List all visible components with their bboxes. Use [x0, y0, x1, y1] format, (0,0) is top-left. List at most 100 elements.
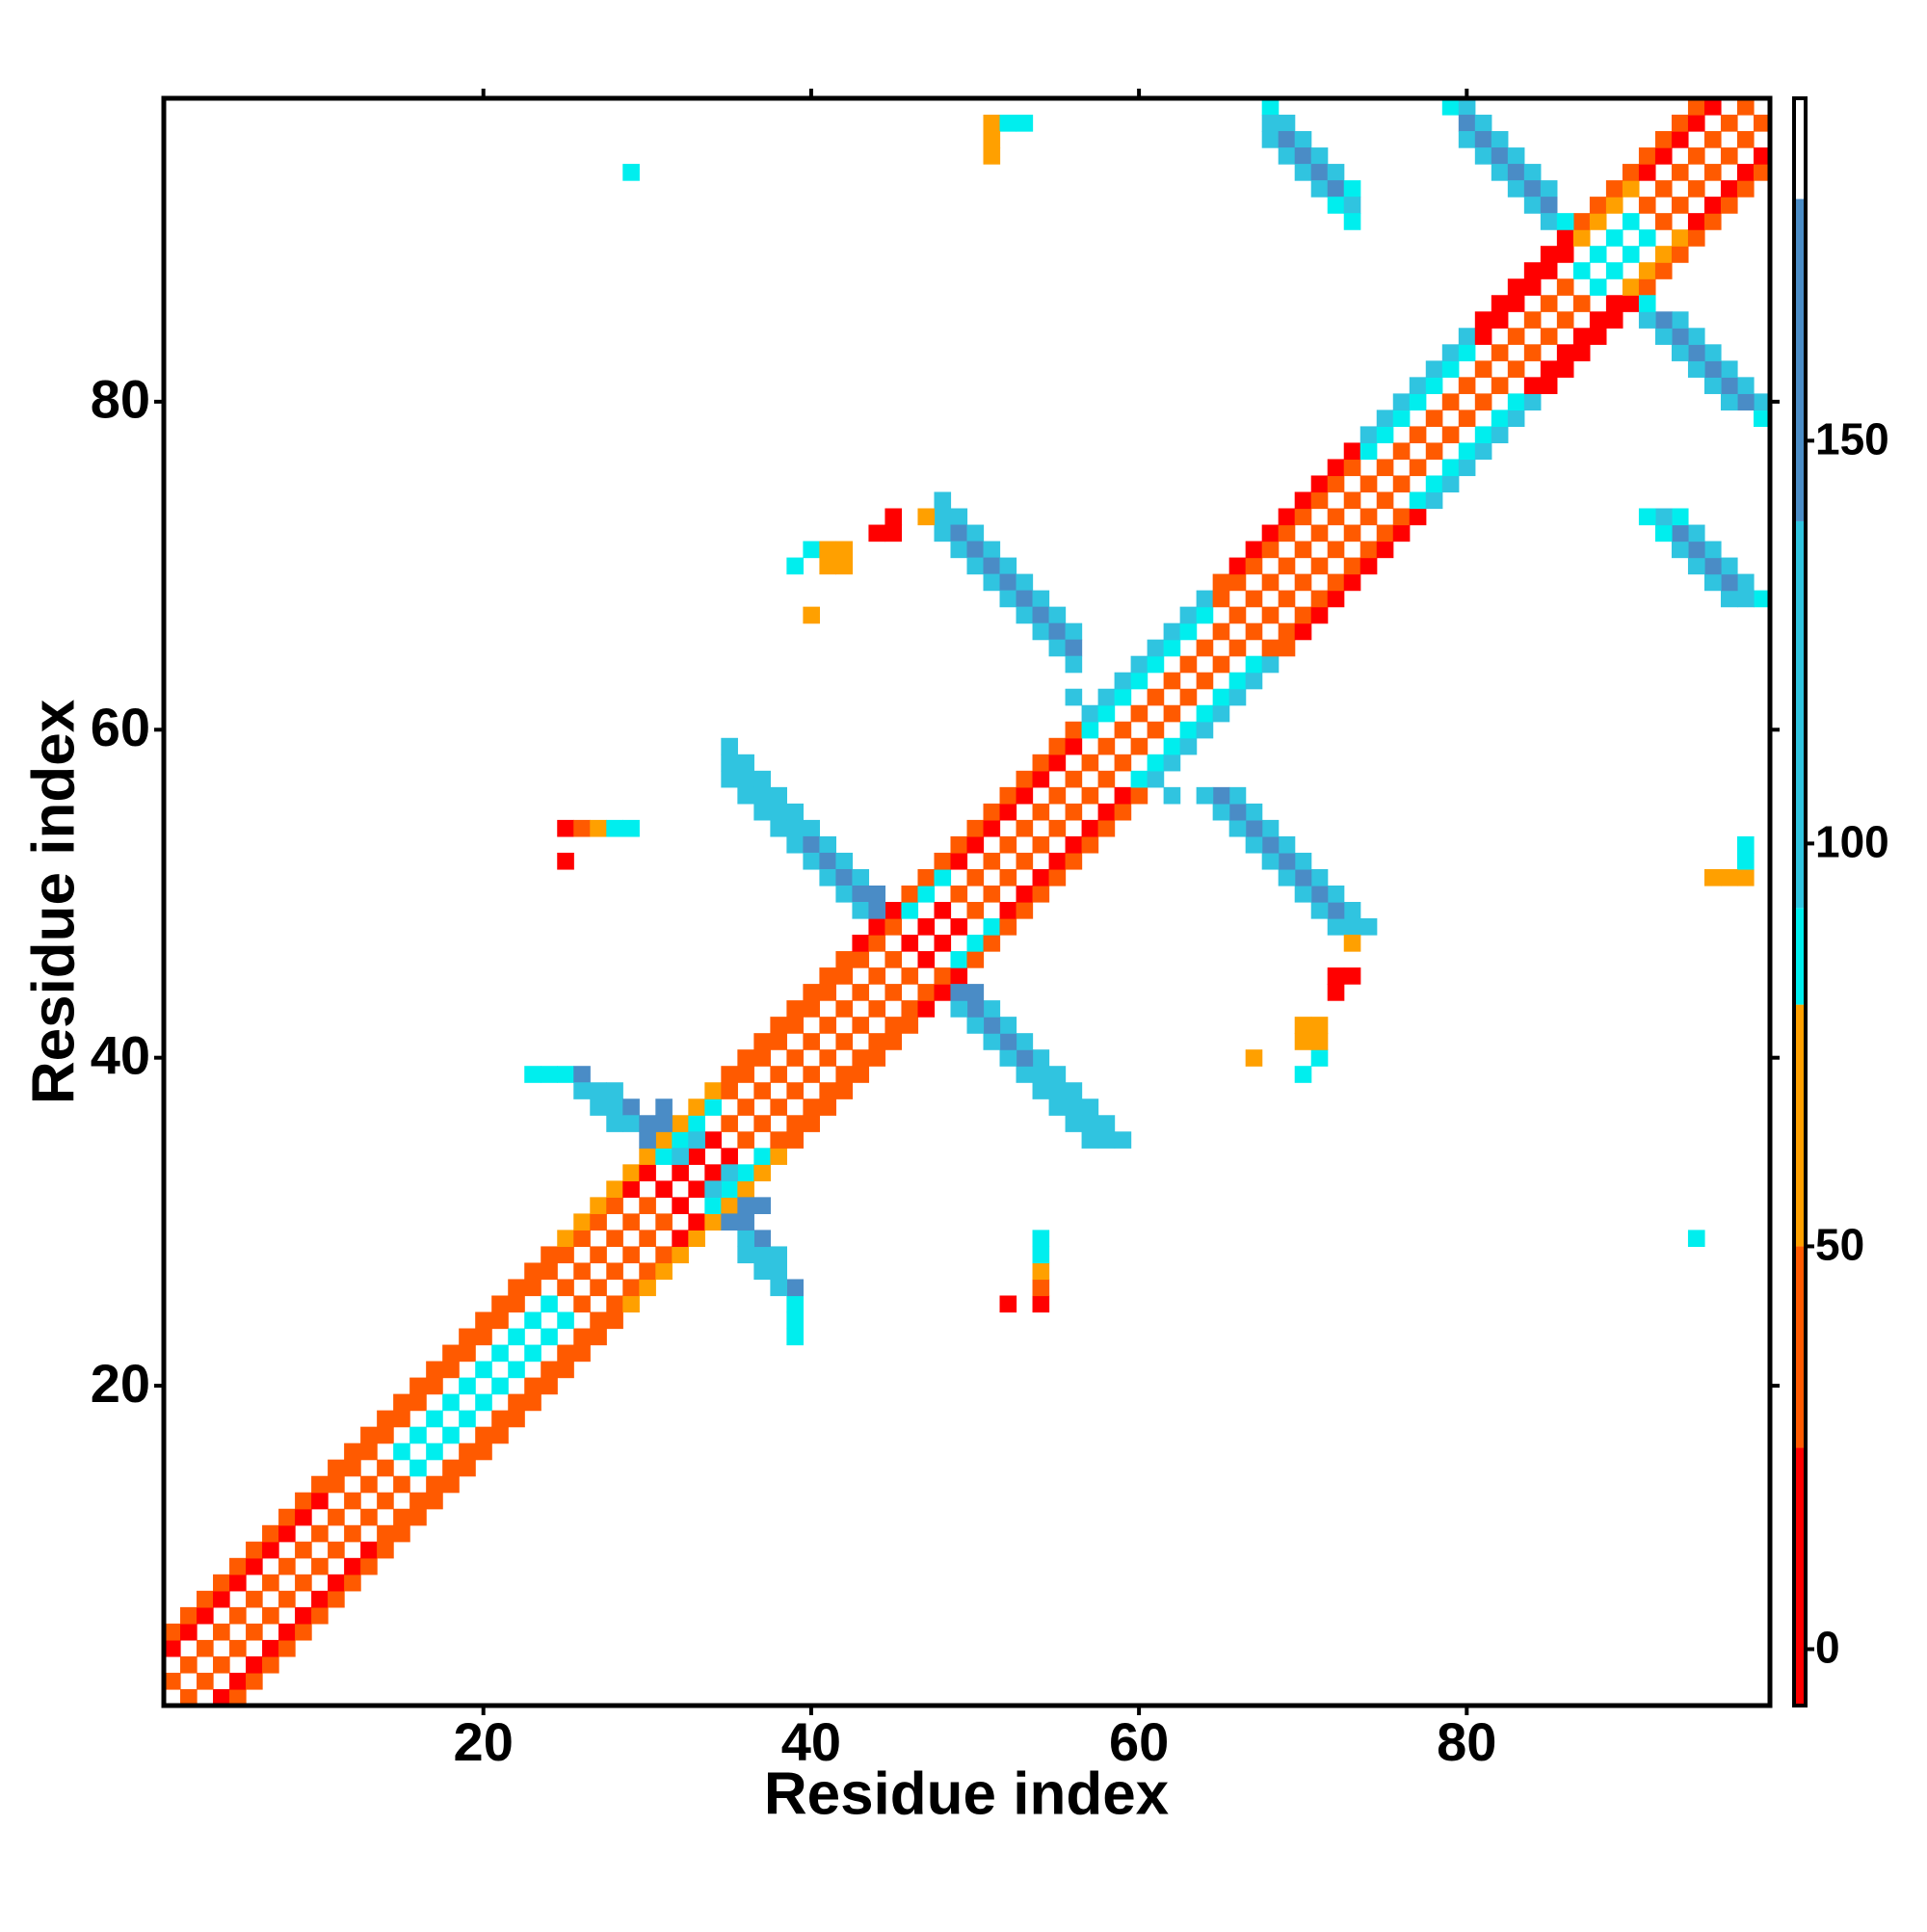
- heatmap-cell: [1147, 770, 1165, 788]
- heatmap-cell: [409, 1459, 427, 1477]
- heatmap-cell: [1327, 475, 1345, 493]
- heatmap-cell: [1359, 475, 1378, 493]
- heatmap-cell: [573, 1066, 591, 1083]
- heatmap-cell: [737, 1213, 754, 1231]
- heatmap-cell: [786, 1295, 804, 1313]
- heatmap-cell: [1622, 246, 1640, 263]
- heatmap-cell: [1540, 360, 1558, 378]
- heatmap-cell: [1654, 180, 1673, 198]
- heatmap-cell: [1556, 246, 1574, 263]
- heatmap-cell: [1147, 754, 1165, 772]
- heatmap-cell: [1065, 639, 1083, 657]
- heatmap-cell: [524, 1311, 541, 1330]
- heatmap-cell: [1753, 115, 1771, 132]
- heatmap-cell: [1687, 115, 1705, 132]
- heatmap-cell: [1343, 557, 1361, 575]
- heatmap-cell: [1245, 803, 1263, 821]
- heatmap-cell: [737, 1098, 754, 1116]
- heatmap-cell: [573, 1328, 591, 1346]
- heatmap-cell: [819, 835, 837, 854]
- heatmap-cell: [1474, 393, 1492, 410]
- heatmap-cell: [1491, 164, 1509, 181]
- heatmap-cell: [1753, 147, 1771, 165]
- heatmap-cell: [966, 557, 985, 575]
- heatmap-cell: [1687, 524, 1705, 543]
- heatmap-cell: [1540, 295, 1558, 312]
- heatmap-cell: [770, 1279, 787, 1297]
- heatmap-cell: [950, 524, 968, 543]
- heatmap-cell: [803, 1098, 821, 1116]
- heatmap-cell: [688, 1180, 705, 1198]
- heatmap-cell: [1654, 328, 1673, 345]
- heatmap-cell: [1343, 459, 1361, 477]
- heatmap-cell: [557, 1230, 574, 1248]
- heatmap-cell: [1310, 475, 1329, 493]
- heatmap-cell: [786, 557, 804, 575]
- heatmap-cell: [377, 1410, 394, 1428]
- heatmap-cell: [704, 1197, 722, 1214]
- heatmap-cell: [950, 508, 968, 526]
- heatmap-cell: [508, 1361, 525, 1379]
- heatmap-cell: [999, 868, 1017, 887]
- heatmap-cell: [1196, 704, 1214, 723]
- heatmap-cell: [1212, 688, 1230, 706]
- heatmap-cell: [1540, 180, 1558, 198]
- heatmap-cell: [672, 1115, 689, 1132]
- heatmap-cell: [1065, 803, 1083, 821]
- heatmap-cell: [1261, 524, 1280, 543]
- heatmap-cell: [442, 1344, 460, 1363]
- heatmap-cell: [377, 1459, 394, 1477]
- heatmap-cell: [1736, 573, 1755, 592]
- heatmap-cell: [1048, 1082, 1067, 1099]
- heatmap-cell: [1212, 803, 1230, 821]
- heatmap-cell: [1343, 918, 1361, 936]
- heatmap-cell: [1179, 606, 1198, 624]
- heatmap-cell: [1294, 147, 1312, 165]
- heatmap-cell: [426, 1492, 443, 1510]
- heatmap-cell: [950, 835, 968, 854]
- heatmap-cell: [721, 1164, 738, 1181]
- heatmap-cell: [1687, 98, 1705, 116]
- heatmap-cell: [508, 1295, 525, 1313]
- heatmap-cell: [1441, 459, 1460, 477]
- heatmap-cell: [803, 835, 821, 854]
- heatmap-cell: [1196, 786, 1214, 805]
- heatmap-cell: [1622, 164, 1640, 181]
- heatmap-cell: [1425, 475, 1443, 493]
- heatmap-cell: [278, 1508, 296, 1526]
- heatmap-cell: [1491, 311, 1509, 329]
- heatmap-cell: [1392, 508, 1411, 526]
- heatmap-cell: [1441, 426, 1460, 444]
- heatmap-cell: [1622, 295, 1640, 312]
- heatmap-cell: [1556, 360, 1574, 378]
- heatmap-cell: [1294, 885, 1312, 903]
- heatmap-cell: [950, 885, 968, 903]
- heatmap-cell: [1720, 557, 1738, 575]
- heatmap-cell: [1720, 360, 1738, 378]
- heatmap-cell: [1081, 1115, 1099, 1132]
- heatmap-cell: [1212, 573, 1230, 592]
- heatmap-cell: [737, 1230, 754, 1248]
- heatmap-cell: [819, 967, 837, 985]
- heatmap-cell: [1310, 491, 1329, 510]
- heatmap-cell: [999, 1033, 1017, 1050]
- heatmap-cell: [868, 1033, 886, 1050]
- heatmap-cell: [1703, 164, 1722, 181]
- heatmap-cell: [1753, 164, 1771, 181]
- heatmap-cell: [934, 868, 952, 887]
- heatmap-cell: [999, 1017, 1017, 1034]
- heatmap-cell: [1278, 639, 1296, 657]
- heatmap-cell: [688, 1148, 705, 1165]
- heatmap-cell: [1458, 328, 1476, 345]
- heatmap-cell: [819, 557, 837, 575]
- heatmap-cell: [1310, 868, 1329, 887]
- colorbar-frame: [1792, 96, 1808, 1707]
- heatmap-cell: [966, 524, 985, 543]
- heatmap-cell: [246, 1623, 263, 1641]
- heatmap-cell: [884, 902, 903, 919]
- heatmap-cell: [1441, 360, 1460, 378]
- heatmap-cell: [1245, 1049, 1263, 1067]
- heatmap-cell: [1359, 541, 1378, 559]
- heatmap-cell: [1032, 622, 1050, 641]
- heatmap-cell: [1458, 98, 1476, 116]
